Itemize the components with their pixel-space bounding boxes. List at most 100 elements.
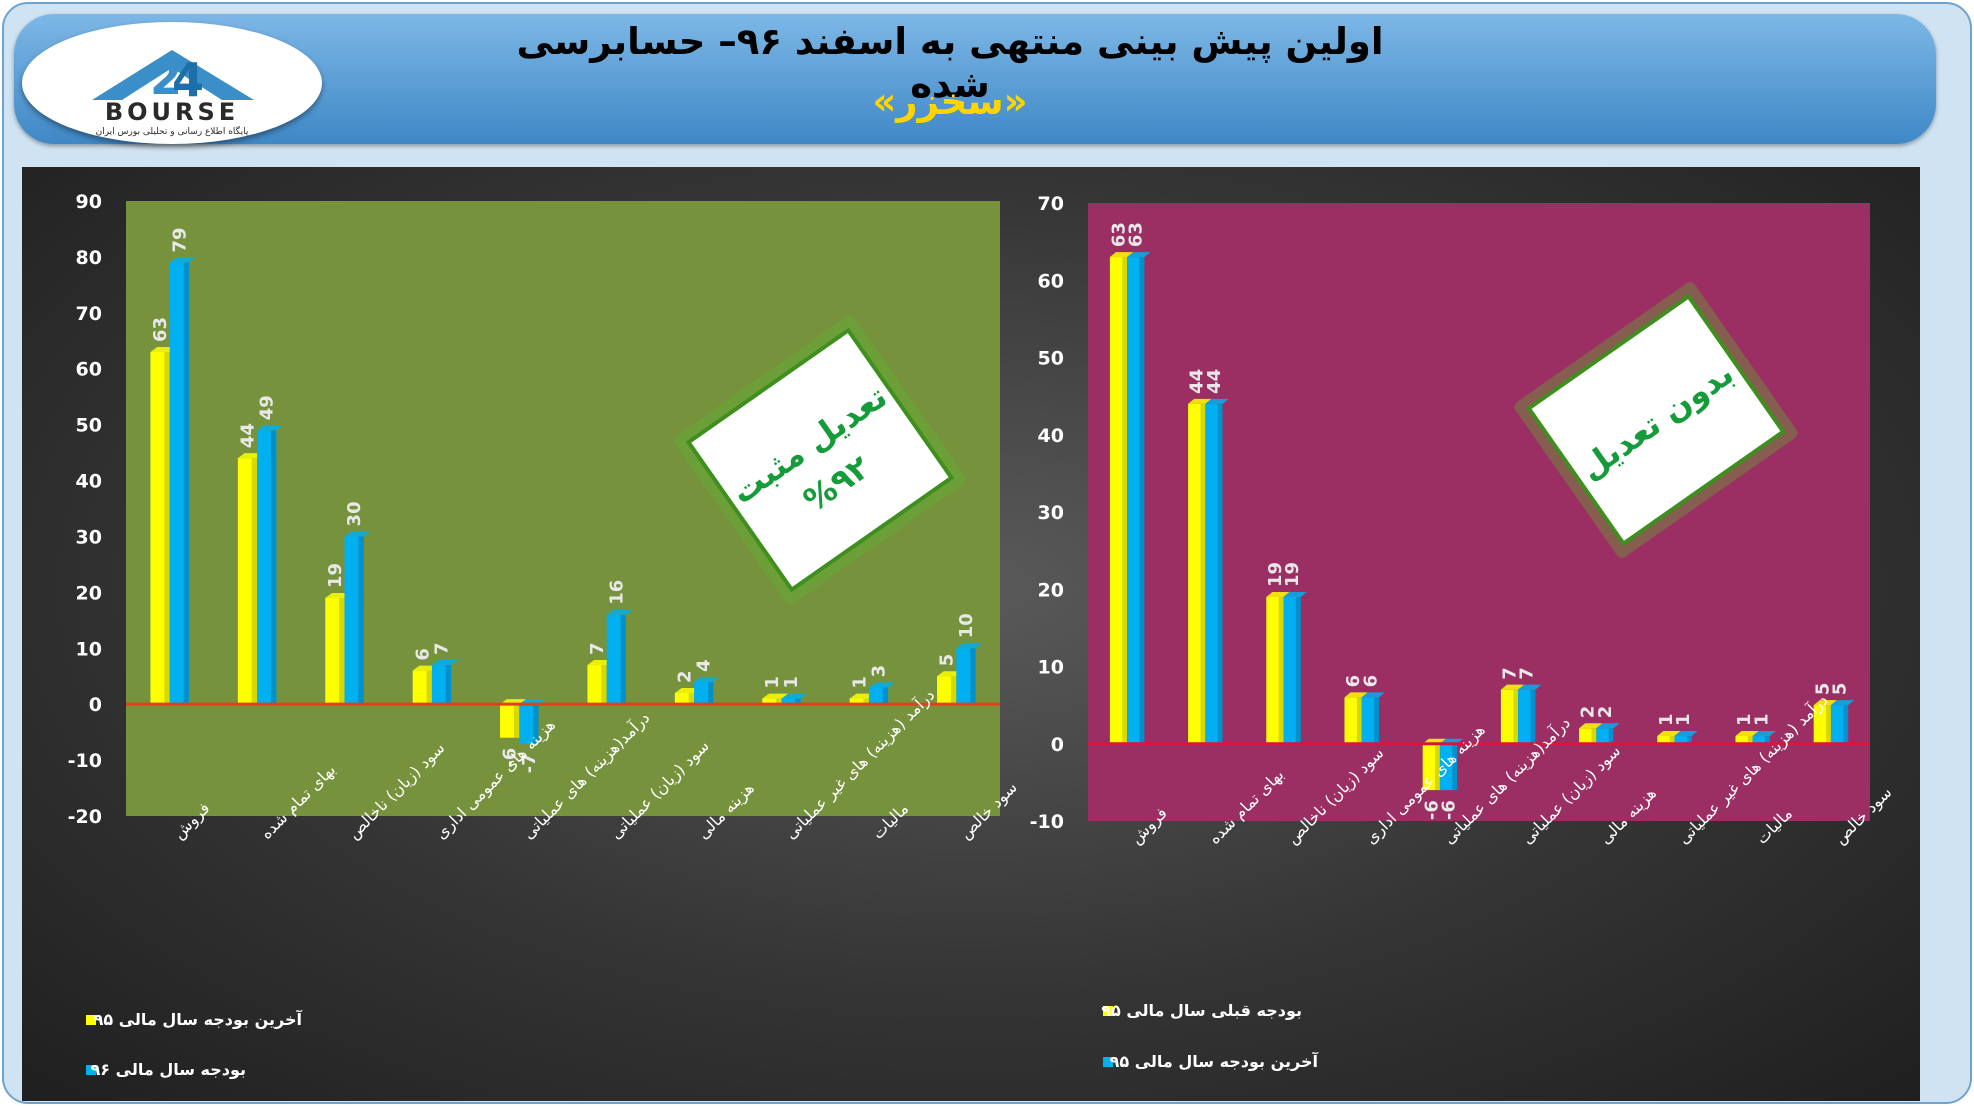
right-bar-top [1283, 591, 1307, 597]
right-bar-top [1596, 723, 1620, 729]
left-data-label: 1 [849, 676, 870, 689]
left-y-tick-label: 20 [76, 582, 102, 604]
right-bar-shade [1452, 743, 1458, 791]
left-y-tick-label: 90 [76, 191, 102, 213]
left-bar-shade [445, 665, 452, 705]
right-bar-shade [1295, 596, 1301, 744]
right-bar-shade [1669, 736, 1675, 744]
right-bar-top [1109, 252, 1134, 258]
right-data-label: 19 [1282, 562, 1303, 587]
left-bar-shade [620, 614, 626, 705]
left-data-label: 10 [956, 613, 977, 638]
logo-caption: پایگاه اطلاع رسانی و تحلیلی بورس ایران [96, 125, 249, 137]
right-badge-card [1526, 293, 1786, 547]
left-data-label: 44 [237, 423, 258, 448]
right-data-label: 44 [1187, 369, 1208, 394]
left-data-label: 63 [150, 317, 171, 342]
right-bar-shade [1217, 403, 1223, 744]
left-bar [781, 698, 801, 705]
left-bar-top [169, 257, 196, 263]
left-bar-shade [251, 458, 258, 705]
left-bar-shade [882, 687, 889, 705]
right-data-label: 7 [1517, 667, 1538, 680]
right-y-tick-label: 60 [1038, 270, 1064, 292]
right-bar-shade [1843, 705, 1849, 744]
left-bar [849, 698, 869, 705]
right-bar-top [1344, 692, 1368, 698]
right-bar-shade [1608, 728, 1614, 744]
left-data-label: 19 [325, 563, 346, 588]
left-y-tick-label: 10 [76, 638, 102, 660]
right-y-tick-label: 40 [1038, 425, 1064, 447]
right-badge: بدون تعدیل [1514, 282, 1798, 558]
logo-text: BOURSE [105, 98, 239, 126]
right-y-tick-label: 70 [1038, 193, 1064, 215]
legend-swatch-yellow-right [1103, 1006, 1113, 1016]
logo-mark-2: 4 [172, 53, 204, 107]
left-data-label: 5 [937, 654, 958, 667]
legend-swatch-cyan-left [86, 1065, 96, 1075]
left-y-tick-label: 50 [76, 415, 102, 437]
right-bar-top [1205, 398, 1229, 404]
right-bar-shade [1826, 705, 1831, 744]
page-title: اولین پیش بینی منتهی به اسفند ۹۶– حسابرس… [516, 20, 1384, 106]
left-bar-shade [183, 262, 189, 705]
left-y-tick-label: -20 [68, 806, 102, 828]
left-bar-top [431, 660, 458, 666]
right-bar-top [1830, 700, 1855, 706]
right-data-label: -6 [1421, 800, 1442, 820]
left-y-tick-label: 70 [76, 303, 102, 325]
right-data-label: 2 [1595, 706, 1616, 719]
right-data-label: 2 [1578, 706, 1599, 719]
left-bar-shade [795, 698, 801, 705]
left-bar-shade [863, 698, 869, 705]
left-bar-shade [164, 351, 170, 705]
right-bar-top [1518, 684, 1542, 690]
right-y-tick-label: 50 [1038, 348, 1064, 370]
right-data-label: 1 [1656, 713, 1677, 726]
right-bar-top [1674, 731, 1698, 737]
right-data-label: 5 [1812, 683, 1833, 696]
left-bar-top [694, 676, 721, 682]
left-data-label: 30 [344, 501, 365, 526]
left-badge-card [685, 327, 955, 593]
legend-right-series-1: بودجه قبلی سال مالی ۹۵ [1101, 1001, 1302, 1020]
legend-left-series-2: بودجه سال مالی ۹۶ [90, 1060, 246, 1079]
right-data-label: 6 [1343, 675, 1364, 688]
right-bar-top [1266, 591, 1290, 597]
right-bar-shade [1139, 257, 1145, 744]
right-bar-top [1361, 692, 1385, 698]
left-bar-top [344, 531, 371, 537]
left-bar-shade [707, 681, 714, 705]
legend-swatch-yellow-left [86, 1015, 96, 1025]
legend-right-series-2: آخرین بودجه سال مالی ۹۵ [1109, 1052, 1318, 1071]
right-y-tick-label: 20 [1038, 579, 1064, 601]
right-data-label: 1 [1751, 713, 1772, 726]
left-bar [674, 693, 695, 705]
left-data-label: -7 [519, 753, 540, 773]
left-bar-shade [688, 693, 695, 705]
left-bar-top [868, 682, 895, 688]
legend-swatch-cyan-right [1103, 1057, 1113, 1067]
header-banner [14, 14, 1936, 144]
right-data-label: 44 [1204, 369, 1225, 394]
right-bar-top [1188, 398, 1212, 404]
left-bar-top [781, 693, 808, 699]
right-bar-shade [1374, 697, 1379, 744]
left-badge: تعدیل مثبت%۹۲ [674, 315, 966, 605]
left-y-tick-label: 60 [76, 359, 102, 381]
left-bar-shade [970, 648, 976, 705]
right-bar-top [1657, 731, 1681, 737]
right-bar-top [1752, 731, 1776, 737]
left-bar-top [606, 609, 633, 615]
left-bar-top [762, 693, 789, 699]
right-bar-shade [1356, 697, 1362, 744]
left-bar [762, 698, 782, 705]
left-y-tick-label: 30 [76, 526, 102, 548]
left-bar-shade [513, 704, 520, 738]
left-data-label: 7 [587, 643, 608, 656]
right-data-label: 63 [1108, 222, 1129, 247]
right-bar [1674, 736, 1692, 744]
logo-graphic: 2 4 BOURSE پایگاه اطلاع رسانی و تحلیلی ب… [92, 50, 254, 137]
